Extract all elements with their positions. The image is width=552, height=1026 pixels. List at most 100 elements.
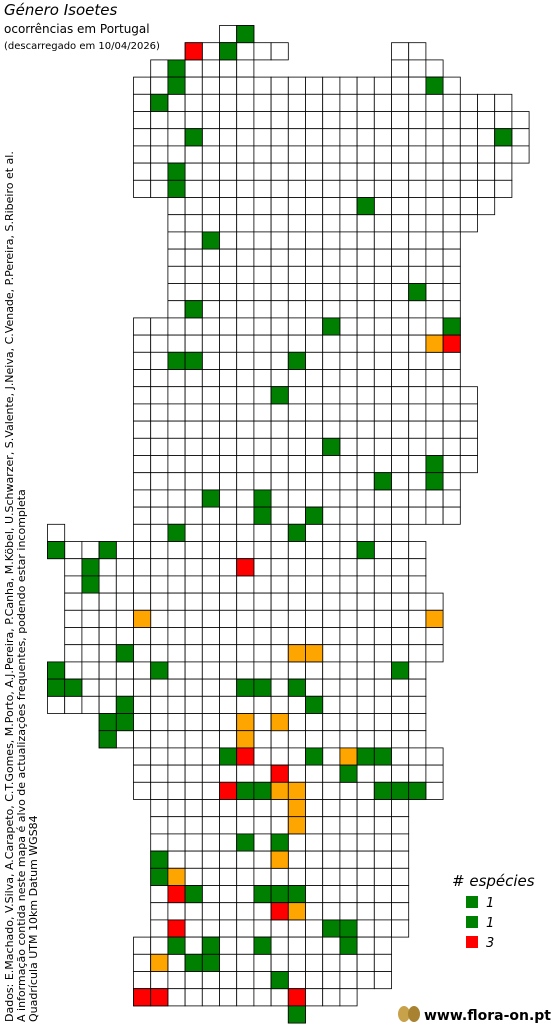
grid-cell: [391, 919, 410, 938]
grid-cell: [167, 231, 186, 250]
grid-cell: [408, 472, 427, 491]
grid-cell: [219, 472, 238, 491]
occurrence-cell: [201, 953, 220, 972]
grid-note: Quadrícula UTM 10km Datum WGS84: [27, 815, 40, 1022]
grid-cell: [167, 833, 186, 852]
grid-cell: [391, 867, 410, 886]
occurrence-cell: [167, 76, 186, 95]
grid-cell: [408, 369, 427, 388]
grid-cell: [442, 128, 461, 147]
grid-cell: [184, 334, 203, 353]
grid-cell: [425, 369, 444, 388]
occurrence-cell: [253, 781, 272, 800]
grid-cell: [356, 214, 375, 233]
grid-cell: [425, 317, 444, 336]
grid-cell: [184, 59, 203, 78]
grid-cell: [219, 128, 238, 147]
occurrence-cell: [150, 850, 169, 869]
grid-cell: [339, 661, 358, 680]
grid-cell: [373, 334, 392, 353]
occurrence-cell: [287, 523, 306, 542]
grid-cell: [356, 609, 375, 628]
grid-cell: [184, 867, 203, 886]
grid-cell: [133, 334, 152, 353]
grid-cell: [356, 489, 375, 508]
grid-cell: [270, 523, 289, 542]
grid-cell: [150, 437, 169, 456]
grid-cell: [167, 592, 186, 611]
grid-cell: [236, 867, 255, 886]
grid-cell: [133, 781, 152, 800]
grid-cell: [339, 317, 358, 336]
grid-cell: [253, 644, 272, 663]
grid-cell: [201, 42, 220, 61]
occurrence-cell: [167, 162, 186, 181]
grid-cell: [477, 93, 496, 112]
grid-cell: [150, 420, 169, 439]
grid-cell: [391, 214, 410, 233]
grid-cell: [236, 609, 255, 628]
grid-cell: [442, 76, 461, 95]
grid-cell: [287, 111, 306, 130]
grid-cell: [356, 799, 375, 818]
grid-cell: [305, 489, 324, 508]
grid-cell: [391, 179, 410, 198]
occurrence-cell: [184, 953, 203, 972]
grid-cell: [133, 558, 152, 577]
legend-swatch: [466, 896, 478, 908]
grid-cell: [115, 558, 134, 577]
grid-cell: [373, 197, 392, 216]
grid-cell: [253, 248, 272, 267]
grid-cell: [408, 111, 427, 130]
grid-cell: [253, 145, 272, 164]
grid-cell: [287, 919, 306, 938]
grid-cell: [425, 300, 444, 319]
grid-cell: [391, 627, 410, 646]
grid-cell: [287, 386, 306, 405]
grid-cell: [356, 971, 375, 990]
occurrence-cell: [270, 764, 289, 783]
grid-cell: [47, 523, 66, 542]
occurrence-cell: [150, 988, 169, 1007]
grid-cell: [322, 369, 341, 388]
grid-cell: [339, 179, 358, 198]
grid-cell: [356, 833, 375, 852]
grid-cell: [219, 971, 238, 990]
grid-cell: [201, 111, 220, 130]
grid-cell: [356, 162, 375, 181]
grid-cell: [373, 386, 392, 405]
occurrence-cell: [115, 644, 134, 663]
grid-cell: [150, 145, 169, 164]
grid-cell: [322, 386, 341, 405]
occurrence-cell: [98, 541, 117, 560]
grid-cell: [270, 283, 289, 302]
grid-cell: [64, 627, 83, 646]
grid-cell: [270, 730, 289, 749]
grid-cell: [391, 472, 410, 491]
grid-cell: [373, 833, 392, 852]
grid-cell: [425, 179, 444, 198]
grid-cell: [442, 386, 461, 405]
grid-cell: [236, 128, 255, 147]
grid-cell: [184, 437, 203, 456]
grid-cell: [391, 197, 410, 216]
occurrence-cell: [305, 506, 324, 525]
grid-cell: [236, 472, 255, 491]
occurrence-cell: [270, 971, 289, 990]
grid-cell: [305, 867, 324, 886]
grid-cell: [167, 386, 186, 405]
grid-cell: [270, 988, 289, 1007]
grid-cell: [150, 971, 169, 990]
occurrence-cell: [253, 678, 272, 697]
grid-cell: [425, 128, 444, 147]
grid-cell: [287, 265, 306, 284]
grid-cell: [322, 678, 341, 697]
grid-cell: [219, 93, 238, 112]
grid-cell: [167, 971, 186, 990]
occurrence-cell: [287, 885, 306, 904]
grid-cell: [477, 128, 496, 147]
grid-cell: [305, 661, 324, 680]
occurrence-cell: [184, 300, 203, 319]
occurrence-cell: [442, 334, 461, 353]
grid-cell: [184, 592, 203, 611]
